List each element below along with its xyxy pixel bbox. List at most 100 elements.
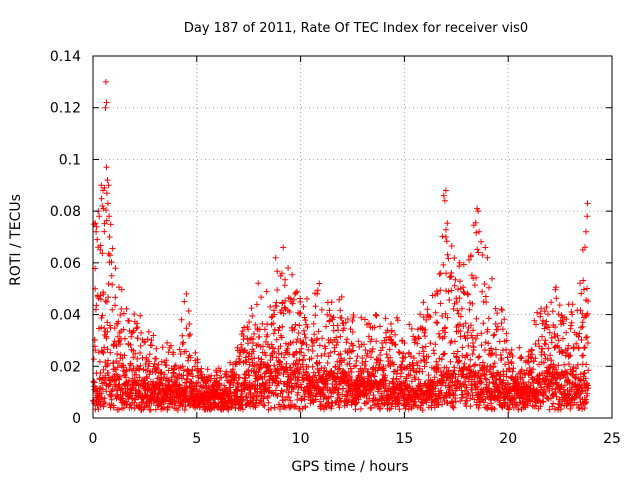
data-point bbox=[434, 290, 441, 297]
data-point bbox=[584, 310, 591, 317]
data-point bbox=[457, 328, 464, 335]
data-point bbox=[221, 382, 228, 389]
data-point bbox=[466, 256, 472, 263]
data-point bbox=[406, 321, 413, 328]
data-point bbox=[99, 348, 106, 355]
data-point bbox=[248, 382, 255, 389]
data-point bbox=[467, 363, 473, 370]
data-point bbox=[111, 325, 118, 332]
data-point bbox=[467, 395, 474, 402]
data-point bbox=[301, 352, 308, 359]
data-point bbox=[106, 213, 113, 220]
data-point bbox=[101, 344, 108, 351]
data-point bbox=[99, 312, 106, 319]
data-point bbox=[322, 345, 329, 352]
data-point bbox=[432, 309, 439, 316]
data-point bbox=[102, 104, 109, 111]
data-point bbox=[260, 343, 266, 350]
data-point bbox=[144, 336, 151, 343]
data-point bbox=[414, 404, 421, 410]
data-point bbox=[540, 359, 547, 366]
data-point bbox=[300, 356, 306, 363]
data-point bbox=[282, 276, 289, 283]
data-point bbox=[367, 354, 374, 361]
data-point bbox=[332, 363, 339, 370]
data-point bbox=[362, 358, 369, 365]
data-point bbox=[304, 295, 310, 302]
data-point bbox=[336, 296, 343, 303]
data-point bbox=[450, 370, 457, 377]
data-point bbox=[279, 323, 286, 330]
data-point bbox=[543, 318, 550, 325]
data-point bbox=[146, 351, 153, 358]
data-point bbox=[583, 334, 589, 341]
data-point bbox=[424, 306, 431, 313]
data-point bbox=[423, 316, 430, 323]
data-point bbox=[425, 353, 432, 360]
data-point bbox=[575, 345, 582, 352]
data-point bbox=[274, 268, 281, 275]
data-point bbox=[352, 362, 359, 369]
data-point bbox=[550, 400, 557, 407]
data-point bbox=[261, 326, 268, 333]
data-point bbox=[535, 337, 542, 344]
data-point bbox=[258, 398, 265, 405]
data-point bbox=[296, 322, 303, 329]
data-point bbox=[450, 404, 457, 411]
data-point bbox=[100, 366, 107, 373]
data-point bbox=[254, 393, 261, 400]
data-point bbox=[122, 371, 129, 378]
data-point bbox=[381, 367, 387, 374]
data-point bbox=[585, 298, 591, 305]
data-point bbox=[446, 386, 453, 393]
data-point bbox=[346, 360, 353, 367]
data-point bbox=[398, 370, 404, 377]
data-point bbox=[321, 350, 328, 357]
data-point bbox=[447, 358, 454, 365]
data-point bbox=[574, 361, 581, 368]
data-point bbox=[548, 377, 555, 384]
data-point bbox=[310, 339, 317, 346]
data-point bbox=[532, 341, 539, 347]
data-point bbox=[289, 271, 296, 278]
x-axis-ticks: 0 5 10 15 20 25 bbox=[89, 56, 621, 447]
data-point bbox=[101, 228, 108, 235]
data-point bbox=[277, 358, 283, 365]
y-tick-label: 0.08 bbox=[50, 204, 81, 220]
data-point bbox=[316, 342, 323, 349]
data-point bbox=[486, 284, 492, 291]
data-point bbox=[563, 316, 570, 323]
data-point bbox=[582, 244, 588, 251]
data-point bbox=[103, 99, 110, 106]
data-point bbox=[286, 309, 293, 315]
data-point bbox=[309, 363, 316, 370]
data-point bbox=[242, 377, 249, 384]
data-point bbox=[407, 353, 414, 360]
data-point bbox=[118, 286, 125, 293]
x-tick-label: 10 bbox=[292, 431, 310, 447]
data-point bbox=[123, 367, 130, 374]
data-point bbox=[464, 329, 471, 336]
data-point bbox=[515, 406, 522, 413]
data-points bbox=[90, 78, 592, 414]
data-point bbox=[103, 164, 110, 171]
data-point bbox=[416, 335, 422, 342]
data-point bbox=[350, 394, 357, 401]
data-point bbox=[108, 272, 115, 279]
data-point bbox=[286, 394, 292, 401]
data-point bbox=[485, 385, 492, 392]
data-point bbox=[179, 363, 186, 370]
y-axis-ticks: 0 0.02 0.04 0.06 0.08 0.1 0.12 0.14 bbox=[50, 49, 612, 427]
data-point bbox=[239, 406, 246, 413]
data-point bbox=[361, 316, 368, 323]
data-point bbox=[472, 369, 479, 376]
data-point bbox=[180, 339, 187, 346]
data-point bbox=[576, 330, 583, 337]
data-point bbox=[494, 310, 501, 317]
data-point bbox=[421, 329, 428, 336]
data-point bbox=[268, 341, 275, 348]
data-point bbox=[503, 337, 510, 344]
data-point bbox=[463, 384, 470, 391]
data-point bbox=[269, 389, 276, 396]
data-point bbox=[444, 314, 451, 321]
